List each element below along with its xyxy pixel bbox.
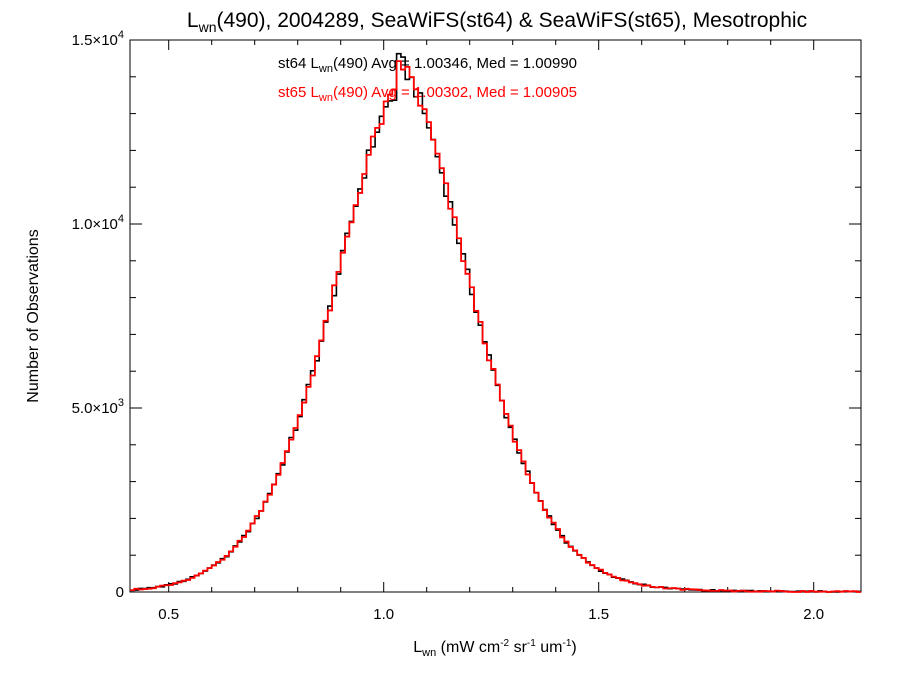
plot-frame — [129, 39, 862, 593]
y-tick-label: 1.0×104 — [72, 213, 124, 233]
series-label-st64: st64 Lwn(490) Avg = 1.00346, Med = 1.009… — [278, 55, 577, 75]
chart-title: Lwn(490), 2004289, SeaWiFS(st64) & SeaWi… — [187, 9, 807, 35]
series-line-st64 — [130, 52, 861, 593]
series-line-st65 — [130, 60, 861, 593]
y-tick-label: 1.5×104 — [72, 29, 124, 49]
x-tick-label: 2.0 — [803, 606, 824, 623]
x-tick-label: 0.5 — [158, 606, 179, 623]
x-axis-label: Lwn (mW cm-2 sr-1 um-1) — [413, 638, 576, 659]
x-tick-label: 1.5 — [588, 606, 609, 623]
y-axis-label: Number of Observations — [25, 229, 42, 402]
series-label-st65: st65 Lwn(490) Avg = 1.00302, Med = 1.009… — [278, 84, 577, 104]
y-axis: 0 5.0×103 1.0×104 1.5×104 — [72, 29, 861, 601]
series-layer — [130, 52, 861, 593]
x-axis: 0.5 1.0 1.5 2.0 — [158, 40, 824, 623]
x-tick-label: 1.0 — [373, 606, 394, 623]
y-tick-label: 0 — [116, 584, 124, 601]
y-tick-label: 5.0×103 — [72, 397, 124, 417]
